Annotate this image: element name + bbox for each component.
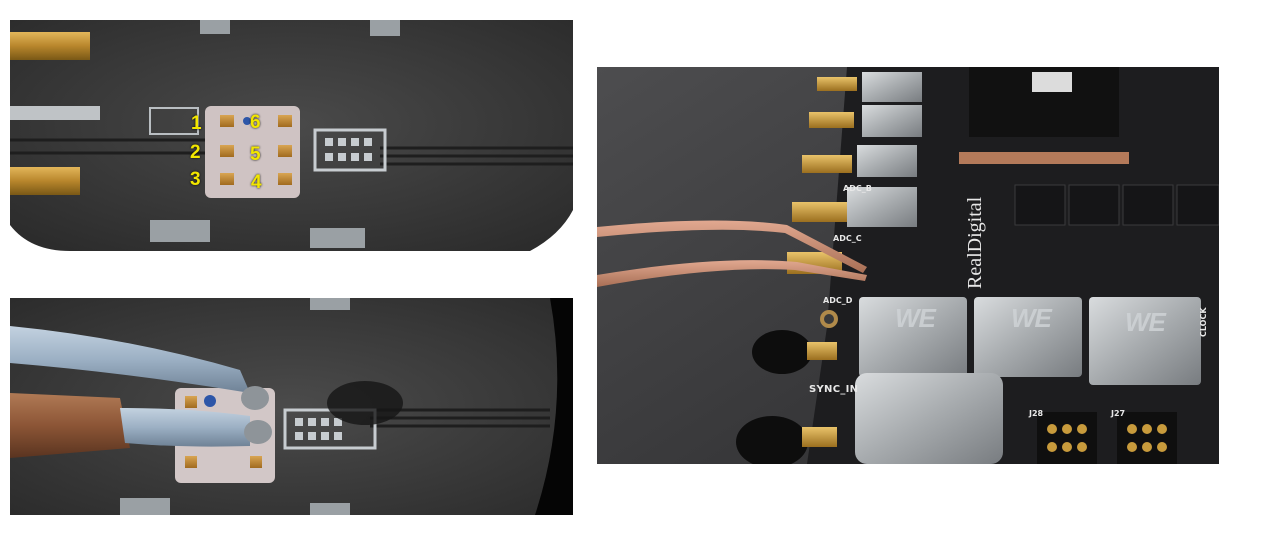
pin-label-1: 1 — [191, 113, 202, 134]
shield-logo-we-2: WE — [1011, 303, 1052, 333]
shield-logo-we-3: WE — [1125, 307, 1166, 337]
photo-soldered-cables — [10, 298, 573, 515]
pin-label-3: 3 — [190, 169, 201, 190]
silkscreen-j27: J27 — [1111, 409, 1126, 418]
photo-chip-pinout: 1 2 3 4 5 6 — [10, 20, 573, 251]
chip-pinout-image — [10, 20, 573, 251]
soldered-cables-image — [10, 298, 573, 515]
shield-logo-we-1: WE — [895, 303, 936, 333]
pin-label-5: 5 — [250, 144, 261, 165]
pin-label-6: 6 — [250, 112, 261, 133]
photo-dev-board: ADC_B ADC_C ADC_D SYNC_IN RealDigital J2… — [597, 67, 1219, 464]
silkscreen-j28: J28 — [1029, 409, 1044, 418]
silkscreen-sync-in: SYNC_IN — [809, 384, 859, 395]
pin-label-4: 4 — [251, 172, 262, 193]
silkscreen-adc-d: ADC_D — [823, 296, 853, 305]
silkscreen-adc-c: ADC_C — [833, 234, 862, 243]
dev-board-image — [597, 67, 1219, 464]
silkscreen-clock: CLOCK — [1199, 307, 1208, 337]
silkscreen-adc-b: ADC_B — [843, 184, 872, 193]
silkscreen-brand: RealDigital — [964, 196, 986, 289]
pin-label-2: 2 — [190, 142, 201, 163]
